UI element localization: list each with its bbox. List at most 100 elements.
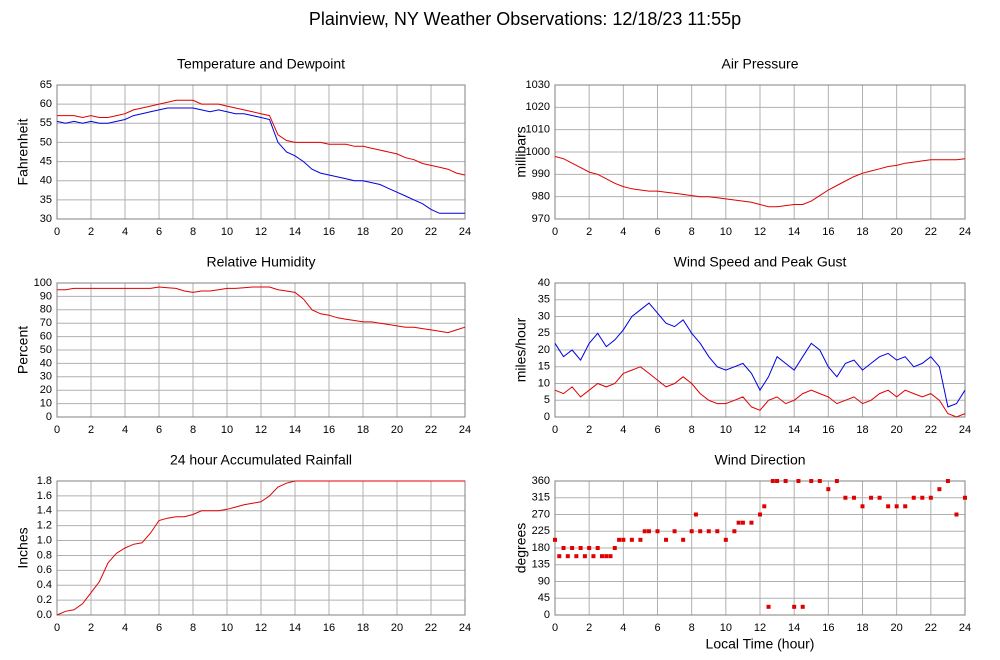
x-tick-label: 20: [891, 226, 903, 238]
line-series: [554, 302, 966, 408]
x-tick-label: 22: [425, 622, 437, 634]
y-tick-label: 25: [538, 327, 550, 339]
y-tick-label: 65: [40, 79, 52, 91]
y-tick-label: 45: [40, 155, 52, 167]
y-tick-label: 1.0: [37, 534, 52, 546]
y-tick-label: 90: [538, 575, 550, 587]
scatter-point: [591, 554, 596, 559]
scatter-point: [642, 529, 647, 534]
scatter-point: [664, 537, 669, 542]
x-tick-label: 12: [255, 424, 267, 436]
y-tick-label: 1.8: [37, 475, 52, 487]
y-tick-label: 90: [40, 290, 52, 302]
scatter-point: [843, 495, 848, 500]
y-tick-label: 100: [34, 277, 52, 289]
x-tick-label: 8: [190, 226, 196, 238]
y-tick-label: 50: [40, 136, 52, 148]
x-tick-label: 12: [754, 226, 766, 238]
x-tick-label: 0: [54, 424, 60, 436]
x-tick-label: 12: [255, 226, 267, 238]
scatter-point: [736, 520, 741, 525]
scatter-point: [655, 529, 660, 534]
scatter-point: [817, 479, 822, 483]
x-tick-label: 0: [552, 622, 558, 634]
scatter-point: [561, 546, 566, 550]
x-tick-label: 16: [323, 622, 335, 634]
scatter-point: [834, 479, 839, 483]
scatter-point: [800, 604, 805, 609]
y-tick-label: 40: [538, 277, 550, 289]
y-tick-label: 70: [40, 317, 52, 329]
x-tick-label: 10: [720, 622, 732, 634]
scatter-point: [587, 546, 592, 550]
scatter-point: [920, 495, 925, 500]
x-tick-label: 2: [586, 424, 592, 436]
y-tick-label: 0.4: [37, 579, 52, 591]
page-title: Plainview, NY Weather Observations: 12/1…: [309, 9, 741, 29]
line-series: [56, 107, 465, 214]
scatter-point: [574, 554, 579, 559]
y-tick-label: 5: [544, 394, 550, 406]
y-tick-label: 1020: [526, 101, 550, 113]
x-tick-label: 20: [891, 424, 903, 436]
x-tick-label: 6: [156, 622, 162, 634]
x-tick-label: 10: [720, 226, 732, 238]
x-tick-label: 4: [122, 226, 128, 238]
scatter-point: [646, 529, 651, 534]
x-tick-label: 18: [856, 424, 868, 436]
scatter-point: [706, 529, 711, 534]
y-tick-label: 360: [532, 475, 550, 487]
y-tick-label: 40: [40, 357, 52, 369]
y-tick-label: 20: [538, 344, 550, 356]
scatter-point: [749, 520, 754, 525]
x-tick-label: 2: [586, 622, 592, 634]
scatter-point: [851, 495, 856, 500]
y-tick-label: 1.2: [37, 520, 52, 532]
y-tick-label: 980: [532, 191, 550, 203]
plot-frame: [56, 480, 466, 616]
x-tick-label: 22: [925, 622, 937, 634]
x-tick-label: 24: [959, 622, 971, 634]
y-tick-label: 0: [46, 411, 52, 423]
y-tick-label: 60: [40, 331, 52, 343]
chart-title: Wind Direction: [714, 452, 805, 468]
scatter-point: [612, 546, 617, 550]
y-tick-label: 0: [544, 411, 550, 423]
x-tick-label: 0: [54, 226, 60, 238]
plot-frame: [56, 84, 466, 220]
scatter-point: [599, 554, 604, 559]
y-tick-label: 80: [40, 304, 52, 316]
x-tick-label: 22: [925, 226, 937, 238]
x-tick-label: 6: [156, 424, 162, 436]
x-tick-label: 22: [425, 226, 437, 238]
plot-frame: [554, 480, 966, 616]
line-series: [56, 480, 465, 616]
x-tick-label: 4: [620, 622, 626, 634]
y-tick-label: 270: [532, 508, 550, 520]
x-tick-label: 0: [552, 226, 558, 238]
x-tick-label: 16: [822, 226, 834, 238]
scatter-point: [672, 529, 677, 534]
x-tick-label: 12: [255, 622, 267, 634]
x-tick-label: 0: [552, 424, 558, 436]
y-tick-label: 180: [532, 542, 550, 554]
scatter-point: [792, 604, 797, 609]
y-tick-label: 20: [40, 384, 52, 396]
scatter-point: [877, 495, 882, 500]
scatter-point: [732, 529, 737, 534]
scatter-point: [557, 554, 562, 559]
chart-title: Wind Speed and Peak Gust: [674, 254, 847, 270]
chart-title: 24 hour Accumulated Rainfall: [170, 452, 352, 468]
x-tick-label: 2: [88, 226, 94, 238]
y-tick-label: 30: [40, 371, 52, 383]
y-tick-label: 225: [532, 525, 550, 537]
x-tick-label: 8: [190, 424, 196, 436]
scatter-point: [693, 512, 698, 517]
chart-title: Air Pressure: [721, 56, 798, 72]
y-tick-label: 990: [532, 168, 550, 180]
x-tick-label: 20: [391, 424, 403, 436]
x-tick-label: 14: [289, 424, 301, 436]
x-tick-label: 14: [289, 622, 301, 634]
scatter-point: [928, 495, 933, 500]
x-tick-label: 14: [788, 424, 800, 436]
